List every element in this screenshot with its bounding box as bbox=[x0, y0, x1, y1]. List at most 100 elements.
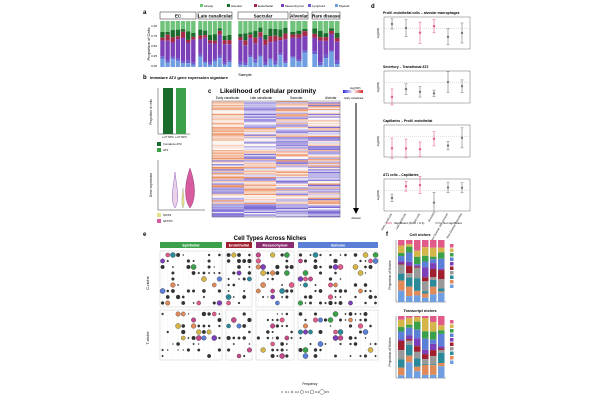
a-bar-segment bbox=[334, 41, 340, 61]
f-bar-segment bbox=[422, 293, 429, 298]
e-dot bbox=[318, 317, 323, 323]
f-bar-segment bbox=[406, 261, 413, 267]
e-dot bbox=[359, 318, 362, 322]
c-cell bbox=[212, 155, 245, 157]
c-cell-bg bbox=[244, 125, 277, 127]
d-point bbox=[460, 85, 464, 88]
e-dot bbox=[364, 272, 367, 274]
f-bar-segment bbox=[438, 349, 445, 353]
c-cell bbox=[244, 202, 277, 205]
f-bar-segment bbox=[438, 325, 445, 331]
f-bar-segment bbox=[438, 348, 445, 350]
e-dot bbox=[279, 353, 285, 359]
e-dot bbox=[212, 311, 217, 317]
c-cell bbox=[308, 173, 341, 175]
c-cell bbox=[276, 182, 309, 184]
b-legend-label: SFTPC bbox=[163, 219, 174, 223]
a-bar-segment bbox=[278, 37, 283, 41]
e-dot bbox=[334, 289, 337, 293]
c-cell bbox=[308, 182, 340, 183]
e-dot bbox=[213, 266, 215, 268]
e-dot bbox=[270, 323, 276, 329]
c-cell bbox=[212, 210, 245, 213]
f-bar-segment bbox=[438, 288, 445, 292]
c-cell-bg bbox=[212, 116, 245, 118]
e-dot bbox=[349, 342, 352, 346]
e-dot bbox=[226, 335, 231, 341]
c-cell bbox=[308, 164, 341, 166]
c-cell-bg bbox=[244, 140, 277, 143]
a-bar-segment bbox=[258, 32, 263, 37]
e-dot bbox=[374, 301, 377, 305]
f-bar-segment bbox=[438, 292, 445, 302]
a-bar-segment bbox=[191, 64, 196, 67]
e-dot bbox=[359, 354, 362, 358]
c-cell bbox=[308, 107, 340, 108]
e-dot bbox=[186, 289, 191, 293]
c-cell bbox=[308, 155, 341, 157]
e-dot bbox=[328, 300, 333, 306]
a-bar-segment bbox=[208, 21, 213, 36]
e-dot bbox=[270, 270, 276, 276]
c-cell bbox=[244, 192, 277, 194]
e-dot bbox=[247, 258, 252, 264]
c-cell-bg bbox=[244, 175, 277, 178]
e-dot bbox=[284, 270, 290, 276]
a-bar-segment bbox=[273, 41, 278, 62]
a-bar-segment bbox=[296, 34, 302, 38]
a-bar-segment bbox=[175, 58, 181, 61]
e-dot bbox=[334, 271, 337, 275]
c-cell-bg bbox=[244, 155, 277, 157]
e-dot bbox=[313, 354, 318, 358]
c-cell bbox=[276, 168, 309, 170]
f-bar-segment bbox=[430, 256, 437, 260]
c-cell bbox=[244, 107, 277, 109]
a-bar-segment bbox=[278, 53, 283, 56]
c-cell bbox=[212, 130, 245, 133]
c-cell bbox=[212, 192, 245, 194]
c-cell-bg bbox=[308, 175, 341, 178]
panel-c: Likelihood of cellular proximity Early c… bbox=[211, 86, 364, 220]
e-dot bbox=[312, 252, 319, 258]
e-dot bbox=[270, 353, 275, 359]
f-bar-segment bbox=[438, 366, 445, 378]
c-cell bbox=[212, 209, 245, 211]
d-xtick: Alveolar bbox=[427, 212, 435, 222]
e-dot bbox=[170, 282, 176, 288]
c-cell bbox=[308, 177, 341, 179]
c-cell bbox=[308, 179, 341, 182]
f-bar-segment bbox=[398, 256, 405, 262]
e-block-frame bbox=[255, 250, 295, 308]
f-bar-segment bbox=[414, 366, 421, 372]
c-cell-bg bbox=[276, 191, 309, 193]
c-cell bbox=[212, 161, 245, 164]
e-dot bbox=[225, 294, 232, 300]
a-bar-segment bbox=[243, 21, 248, 34]
c-cell bbox=[244, 139, 277, 142]
a-bar-segment bbox=[222, 35, 227, 41]
f-bar-segment bbox=[422, 297, 429, 302]
c-cell bbox=[308, 142, 341, 144]
c-cell-bg bbox=[308, 177, 341, 179]
e-dot bbox=[285, 265, 289, 269]
c-cell-bg bbox=[212, 137, 245, 139]
c-cell bbox=[244, 147, 277, 149]
c-cell-bg bbox=[212, 111, 245, 113]
c-cell bbox=[212, 116, 245, 118]
e-dot bbox=[364, 301, 367, 305]
c-cell-bg bbox=[212, 165, 245, 167]
e-dot bbox=[313, 348, 318, 352]
c-cell-bg bbox=[276, 157, 309, 160]
c-cell-bg bbox=[212, 117, 245, 120]
f-bar-segment bbox=[406, 286, 413, 297]
f-bar-segment bbox=[406, 316, 413, 318]
c-cell-bg bbox=[276, 184, 309, 187]
f-bar-segment bbox=[398, 319, 405, 328]
d-point bbox=[390, 95, 394, 99]
a-ytick: 1.00 bbox=[151, 24, 157, 28]
e-dot bbox=[191, 317, 197, 323]
c-cell bbox=[276, 170, 309, 173]
c-axis-top: Early canalicular bbox=[344, 96, 363, 100]
c-cell-bg bbox=[244, 196, 277, 198]
f-bar-segment bbox=[414, 295, 421, 302]
